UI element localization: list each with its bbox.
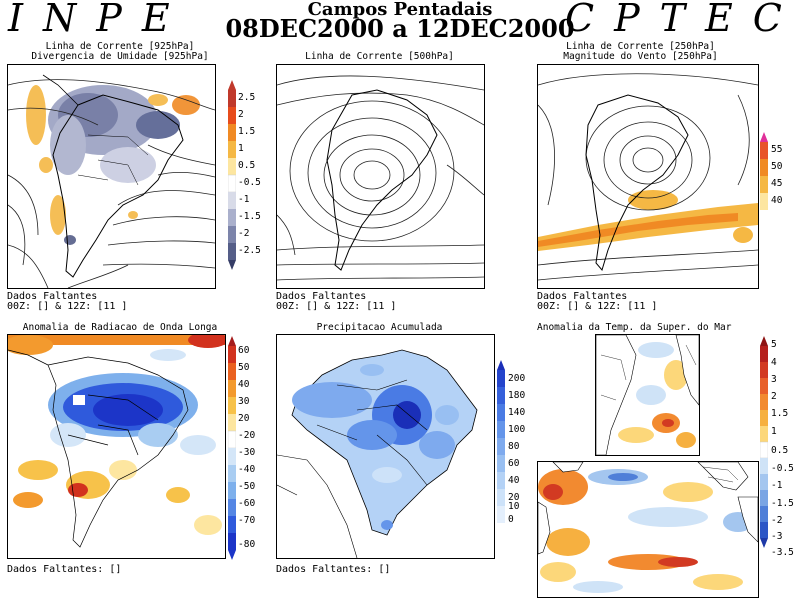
cbar-precip-label: 80: [508, 441, 520, 452]
cbar-olr-label: -20: [238, 430, 256, 441]
cbar-olr-label: -80: [238, 539, 256, 550]
cbar-sst-label: -3: [771, 531, 783, 542]
cbar-olr-label: -30: [238, 447, 256, 458]
cbar-olr-label: 20: [238, 413, 250, 424]
map-streamline-925: [7, 64, 216, 289]
cbar-250-label: 45: [771, 178, 783, 189]
cbar-olr-label: -60: [238, 498, 256, 509]
cbar-sst-label: -2: [771, 515, 783, 526]
cbar-925-label: 2: [238, 109, 244, 120]
panel-250-title: Linha de Corrente [250hPa]: [566, 41, 715, 52]
brand-inpe: INPE: [8, 0, 190, 40]
missing-data-250-detail: 00Z: [] & 12Z: [11 ]: [537, 301, 658, 312]
colorbar-250: [760, 132, 768, 214]
panel-olr-title: Anomalia de Radiacao de Onda Longa: [22, 322, 218, 333]
cbar-sst-label: 4: [771, 357, 777, 368]
cbar-olr-label: -40: [238, 464, 256, 475]
cbar-precip-label: 40: [508, 475, 520, 486]
cbar-925-label: 1: [238, 143, 244, 154]
cbar-sst-label: 3: [771, 374, 777, 385]
cbar-sst-label: 1.5: [771, 408, 789, 419]
cbar-precip-label: 10: [508, 501, 520, 512]
cbar-precip-label: 180: [508, 390, 526, 401]
cbar-olr-label: 40: [238, 379, 250, 390]
cbar-sst-label: -0.5: [771, 463, 794, 474]
missing-data-250: Dados Faltantes: [537, 291, 628, 302]
cbar-olr-label: -70: [238, 515, 256, 526]
map-precipitation: [276, 334, 495, 559]
map-sst-global: [537, 461, 759, 598]
panel-250-subtitle: Magnitude do Vento [250hPa]: [563, 51, 718, 62]
panel-925-title: Linha de Corrente [925hPa]: [45, 41, 195, 52]
panel-sst-title: Anomalia da Temp. da Super. do Mar: [537, 322, 732, 333]
panel-925-subtitle: Divergencia de Umidade [925hPa]: [31, 51, 209, 62]
cbar-925-label: 1.5: [238, 126, 256, 137]
colorbar-precip: [497, 360, 505, 529]
cbar-precip-label: 0: [508, 514, 514, 525]
cbar-925-label: -0.5: [238, 177, 261, 188]
cbar-250-label: 50: [771, 161, 783, 172]
cbar-925-label: -2.5: [238, 245, 261, 256]
colorbar-925: [227, 80, 237, 274]
missing-data-925: Dados Faltantes: [7, 291, 98, 302]
cbar-925-label: 2.5: [238, 92, 256, 103]
cbar-precip-label: 60: [508, 458, 520, 469]
cbar-precip-label: 20: [508, 492, 520, 503]
colorbar-olr: [227, 336, 237, 564]
cbar-sst-label: 1: [771, 426, 777, 437]
cbar-precip-label: 100: [508, 424, 526, 435]
missing-data-olr: Dados Faltantes: []: [7, 564, 122, 575]
cbar-925-label: 0.5: [238, 160, 256, 171]
cbar-sst-label: -3.5: [771, 547, 794, 558]
cbar-sst-label: -1.5: [771, 498, 794, 509]
map-streamline-250: [537, 64, 759, 289]
map-sst-atlantic: [595, 334, 700, 456]
cbar-precip-label: 140: [508, 407, 526, 418]
cbar-sst-label: 5: [771, 339, 777, 350]
cbar-olr-label: 30: [238, 396, 250, 407]
cbar-sst-label: 0.5: [771, 445, 789, 456]
missing-data-precip: Dados Faltantes: []: [276, 564, 391, 575]
cbar-sst-label: -1: [771, 480, 783, 491]
cbar-olr-label: 60: [238, 345, 250, 356]
cbar-250-label: 40: [771, 195, 783, 206]
cbar-925-label: -1: [238, 194, 250, 205]
missing-data-500: Dados Faltantes: [276, 291, 367, 302]
period-title: 08DEC2000 a 12DEC2000: [225, 14, 575, 43]
cbar-olr-label: 50: [238, 362, 250, 373]
cbar-olr-label: -50: [238, 481, 256, 492]
brand-cptec: CPTEC: [565, 0, 800, 40]
cbar-precip-label: 200: [508, 373, 526, 384]
map-streamline-500: [276, 64, 485, 289]
page-title: Campos Pentadais: [307, 0, 493, 20]
missing-data-925-detail: 00Z: [] & 12Z: [11 ]: [7, 301, 128, 312]
colorbar-sst: [759, 336, 769, 564]
cbar-925-label: -2: [238, 228, 250, 239]
cbar-sst-label: 2: [771, 391, 777, 402]
map-olr-anomaly: [7, 334, 226, 559]
panel-500-title: Linha de Corrente [500hPa]: [305, 51, 454, 62]
cbar-250-label: 55: [771, 144, 783, 155]
panel-precip-title: Precipitacao Acumulada: [316, 322, 443, 333]
missing-data-500-detail: 00Z: [] & 12Z: [11 ]: [276, 301, 397, 312]
cbar-925-label: -1.5: [238, 211, 261, 222]
